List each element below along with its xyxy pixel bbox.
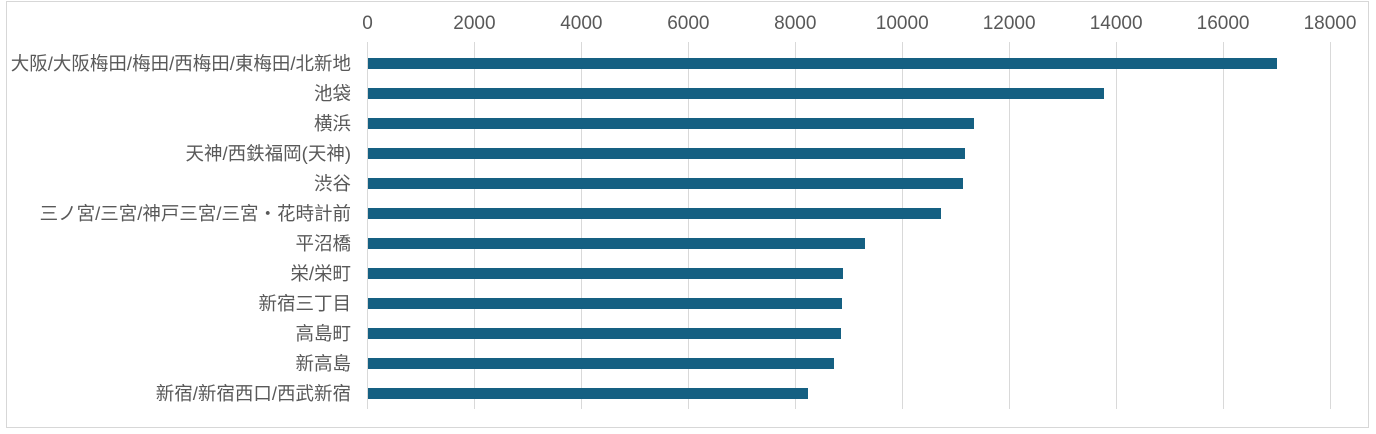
gridline <box>367 42 368 409</box>
x-tick-label: 2000 <box>453 13 496 34</box>
bar <box>368 178 963 190</box>
gridline <box>580 42 582 409</box>
gridline <box>901 42 903 409</box>
category-label: 天神/西鉄福岡(天神) <box>185 142 351 164</box>
gridline <box>1115 42 1117 409</box>
category-label: 大阪/大阪梅田/梅田/西梅田/東梅田/北新地 <box>10 52 351 74</box>
x-tick-label: 0 <box>362 13 373 34</box>
category-label: 横浜 <box>313 112 351 134</box>
gridline <box>473 42 475 409</box>
bar <box>368 148 965 160</box>
bar <box>368 238 866 250</box>
bar <box>368 88 1104 100</box>
category-label: 渋谷 <box>313 172 351 194</box>
x-tick-label: 16000 <box>1196 13 1250 34</box>
x-tick-label: 8000 <box>774 13 817 34</box>
bar <box>368 298 842 310</box>
gridline <box>1008 42 1010 409</box>
bar <box>368 358 835 370</box>
category-label: 新宿三丁目 <box>258 292 351 314</box>
gridline <box>1329 42 1331 409</box>
bar <box>368 388 808 400</box>
x-tick-label: 12000 <box>982 13 1036 34</box>
category-label: 池袋 <box>313 82 351 104</box>
x-tick-label: 14000 <box>1089 13 1143 34</box>
bar <box>368 208 941 220</box>
gridline <box>687 42 689 409</box>
category-label: 三ノ宮/三宮/神戸三宮/三宮・花時計前 <box>39 202 351 224</box>
gridline <box>1222 42 1224 409</box>
x-tick-label: 18000 <box>1303 13 1357 34</box>
category-label: 平沼橋 <box>295 232 351 254</box>
chart-frame: 0 2000 4000 6000 8000 10000 12000 14000 16000 180… <box>6 1 1369 428</box>
bar <box>368 268 844 280</box>
category-label: 新宿/新宿西口/西武新宿 <box>155 382 351 404</box>
x-tick-label: 6000 <box>667 13 710 34</box>
bar <box>368 328 841 340</box>
x-tick-label: 4000 <box>560 13 603 34</box>
bar <box>368 58 1278 70</box>
x-tick-label: 10000 <box>875 13 929 34</box>
bar <box>368 118 975 130</box>
category-label: 栄/栄町 <box>290 262 351 284</box>
category-label: 高島町 <box>295 322 351 344</box>
category-label: 新高島 <box>295 352 351 374</box>
gridline <box>794 42 796 409</box>
